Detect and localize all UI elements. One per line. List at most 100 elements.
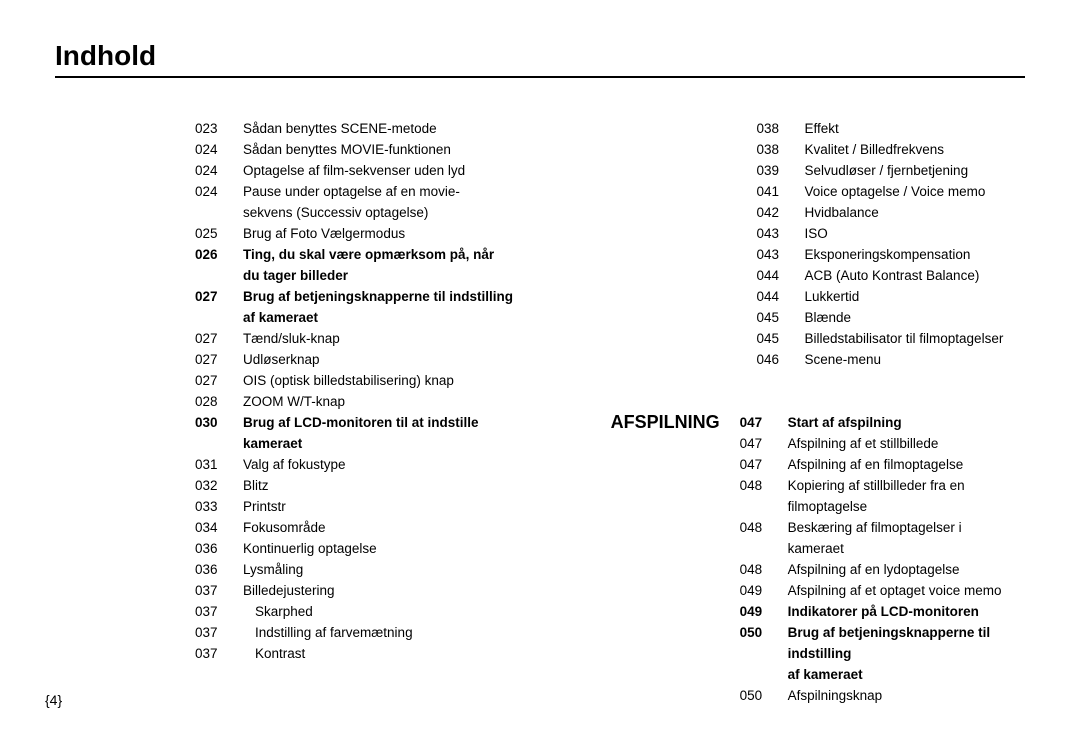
- toc-entry: 024Sådan benyttes MOVIE-funktionen: [195, 139, 606, 160]
- toc-text: Billedejustering: [243, 580, 606, 601]
- toc-text: Sådan benyttes MOVIE-funktionen: [243, 139, 606, 160]
- toc-text: Selvudløser / fjernbetjening: [804, 160, 1013, 181]
- toc-text: Kopiering af stillbilleder fra en: [788, 475, 1025, 496]
- toc-page-number: 049: [740, 580, 788, 601]
- toc-text: ZOOM W/T-knap: [243, 391, 606, 412]
- right-top-entries: 038Effekt038Kvalitet / Billedfrekvens039…: [756, 118, 1013, 370]
- toc-text: Afspilning af en filmoptagelse: [788, 454, 1025, 475]
- toc-entry: 031Valg af fokustype: [195, 454, 606, 475]
- toc-entry: 047Start af afspilning: [740, 412, 1025, 433]
- toc-page-number: 042: [756, 202, 804, 223]
- toc-entry: af kameraet: [740, 664, 1025, 685]
- toc-entry: 027Tænd/sluk-knap: [195, 328, 606, 349]
- toc-entry: 047Afspilning af en filmoptagelse: [740, 454, 1025, 475]
- right-column: 038Effekt038Kvalitet / Billedfrekvens039…: [606, 118, 1025, 706]
- toc-page-number: [195, 433, 243, 454]
- toc-entry: filmoptagelse: [740, 496, 1025, 517]
- toc-page-number: 027: [195, 328, 243, 349]
- toc-page-number: 038: [756, 118, 804, 139]
- left-column: 023Sådan benyttes SCENE-metode024Sådan b…: [195, 118, 606, 706]
- toc-entry: 024Pause under optagelse af en movie-: [195, 181, 606, 202]
- toc-entry: 037Skarphed: [195, 601, 606, 622]
- section-label-spacer-top: [606, 118, 756, 370]
- toc-text: Blitz: [243, 475, 606, 496]
- toc-text: Valg af fokustype: [243, 454, 606, 475]
- toc-text: Afspilning af en lydoptagelse: [788, 559, 1025, 580]
- toc-entry: 038Kvalitet / Billedfrekvens: [756, 139, 1013, 160]
- toc-text: Printstr: [243, 496, 606, 517]
- toc-entry: 037Kontrast: [195, 643, 606, 664]
- toc-page-number: 044: [756, 286, 804, 307]
- toc-page-number: 049: [740, 601, 788, 622]
- toc-text: Brug af LCD-monitoren til at indstille: [243, 412, 606, 433]
- toc-text: Billedstabilisator til filmoptagelser: [804, 328, 1013, 349]
- toc-page-number: 045: [756, 328, 804, 349]
- toc-text: Kontinuerlig optagelse: [243, 538, 606, 559]
- columns: 023Sådan benyttes SCENE-metode024Sådan b…: [55, 118, 1025, 706]
- toc-page-number: 033: [195, 496, 243, 517]
- toc-entry: 027Udløserknap: [195, 349, 606, 370]
- toc-entry: 033Printstr: [195, 496, 606, 517]
- toc-text: Brug af Foto Vælgermodus: [243, 223, 606, 244]
- toc-text: Optagelse af film-sekvenser uden lyd: [243, 160, 606, 181]
- toc-text: af kameraet: [788, 664, 1025, 685]
- toc-text: Brug af betjeningsknapperne til indstill…: [788, 622, 1025, 664]
- toc-page-number: 037: [195, 622, 243, 643]
- toc-entry: 037Billedejustering: [195, 580, 606, 601]
- toc-text: kameraet: [243, 433, 606, 454]
- toc-page-number: 023: [195, 118, 243, 139]
- toc-entry: 027Brug af betjeningsknapperne til indst…: [195, 286, 606, 307]
- toc-entry: 036Lysmåling: [195, 559, 606, 580]
- toc-text: Brug af betjeningsknapperne til indstill…: [243, 286, 606, 307]
- toc-page-number: [195, 265, 243, 286]
- toc-page-number: 037: [195, 643, 243, 664]
- toc-page-number: [740, 496, 788, 517]
- toc-text: Pause under optagelse af en movie-: [243, 181, 606, 202]
- toc-page-number: [740, 664, 788, 685]
- toc-entry: 048Kopiering af stillbilleder fra en: [740, 475, 1025, 496]
- toc-text: OIS (optisk billedstabilisering) knap: [243, 370, 606, 391]
- toc-page-number: 025: [195, 223, 243, 244]
- toc-text: ACB (Auto Kontrast Balance): [804, 265, 1013, 286]
- toc-page-number: 041: [756, 181, 804, 202]
- toc-page-number: 038: [756, 139, 804, 160]
- toc-text: Eksponeringskompensation: [804, 244, 1013, 265]
- toc-page-number: 050: [740, 622, 788, 664]
- section-gap: [606, 370, 1025, 412]
- page: Indhold 023Sådan benyttes SCENE-metode02…: [0, 0, 1080, 746]
- toc-page-number: 036: [195, 559, 243, 580]
- toc-text: Voice optagelse / Voice memo: [804, 181, 1013, 202]
- toc-text: ISO: [804, 223, 1013, 244]
- toc-page-number: 027: [195, 286, 243, 307]
- toc-text: Ting, du skal være opmærksom på, når: [243, 244, 606, 265]
- toc-entry: kameraet: [195, 433, 606, 454]
- toc-text: Hvidbalance: [804, 202, 1013, 223]
- toc-text: Lysmåling: [243, 559, 606, 580]
- toc-page-number: 026: [195, 244, 243, 265]
- toc-text: Start af afspilning: [788, 412, 1025, 433]
- toc-text: Afspilning af et optaget voice memo: [788, 580, 1025, 601]
- toc-text: Tænd/sluk-knap: [243, 328, 606, 349]
- toc-entry: 048Beskæring af filmoptagelser i kamerae…: [740, 517, 1025, 559]
- toc-page-number: 027: [195, 349, 243, 370]
- toc-text: Effekt: [804, 118, 1013, 139]
- page-title: Indhold: [55, 40, 1025, 78]
- toc-text: af kameraet: [243, 307, 606, 328]
- toc-entry: 026Ting, du skal være opmærksom på, når: [195, 244, 606, 265]
- toc-text: Sådan benyttes SCENE-metode: [243, 118, 606, 139]
- toc-page-number: 036: [195, 538, 243, 559]
- toc-entry: 027OIS (optisk billedstabilisering) knap: [195, 370, 606, 391]
- toc-page-number: [195, 202, 243, 223]
- toc-text: Indstilling af farvemætning: [243, 622, 606, 643]
- toc-page-number: 045: [756, 307, 804, 328]
- toc-entry: 038Effekt: [756, 118, 1013, 139]
- toc-page-number: 037: [195, 580, 243, 601]
- toc-page-number: 037: [195, 601, 243, 622]
- toc-text: Indikatorer på LCD-monitoren: [788, 601, 1025, 622]
- toc-page-number: 031: [195, 454, 243, 475]
- toc-text: Blænde: [804, 307, 1013, 328]
- toc-entry: 043Eksponeringskompensation: [756, 244, 1013, 265]
- toc-page-number: 028: [195, 391, 243, 412]
- toc-page-number: 043: [756, 223, 804, 244]
- toc-entry: af kameraet: [195, 307, 606, 328]
